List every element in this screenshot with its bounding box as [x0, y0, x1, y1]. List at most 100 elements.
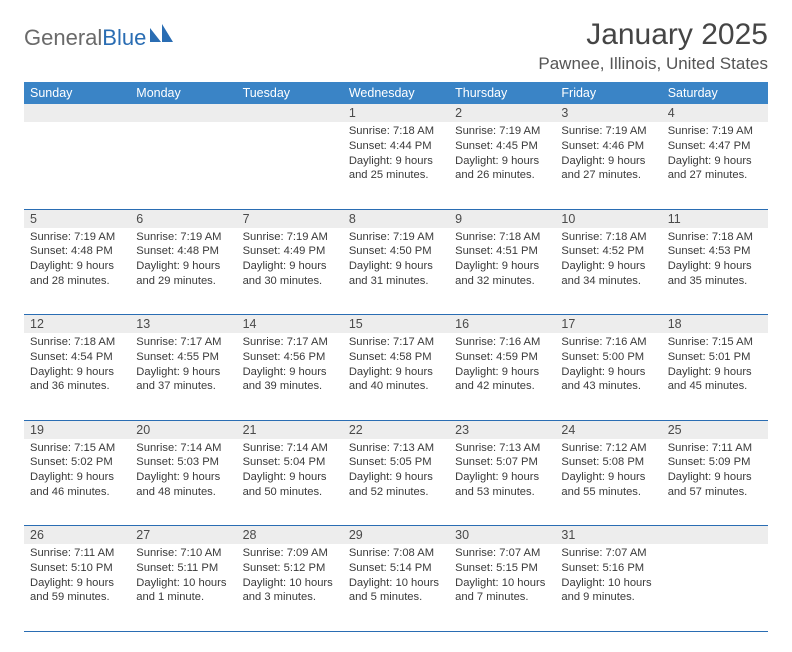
day-detail-cell: Sunrise: 7:16 AMSunset: 5:00 PMDaylight:… — [555, 333, 661, 420]
day-number-cell: 31 — [555, 526, 661, 545]
title-block: January 2025 Pawnee, Illinois, United St… — [538, 18, 768, 74]
logo: GeneralBlue — [24, 18, 174, 49]
day-detail-cell: Sunrise: 7:13 AMSunset: 5:07 PMDaylight:… — [449, 439, 555, 526]
sunrise-line: Sunrise: 7:07 AM — [455, 546, 549, 561]
day-number-cell: 11 — [662, 209, 768, 228]
day-detail-row: Sunrise: 7:18 AMSunset: 4:54 PMDaylight:… — [24, 333, 768, 420]
day-detail-cell: Sunrise: 7:18 AMSunset: 4:54 PMDaylight:… — [24, 333, 130, 420]
day-details: Sunrise: 7:18 AMSunset: 4:52 PMDaylight:… — [561, 228, 655, 289]
day-number-cell: 25 — [662, 420, 768, 439]
sunrise-line: Sunrise: 7:18 AM — [561, 230, 655, 245]
logo-word2: Blue — [102, 25, 146, 50]
daylight-line: Daylight: 9 hours and 55 minutes. — [561, 470, 655, 500]
sunrise-line: Sunrise: 7:11 AM — [668, 441, 762, 456]
sunrise-line: Sunrise: 7:19 AM — [349, 230, 443, 245]
sunset-line: Sunset: 4:55 PM — [136, 350, 230, 365]
day-number-cell: 28 — [237, 526, 343, 545]
day-detail-cell: Sunrise: 7:19 AMSunset: 4:46 PMDaylight:… — [555, 122, 661, 209]
daylight-line: Daylight: 10 hours and 1 minute. — [136, 576, 230, 606]
sunset-line: Sunset: 4:48 PM — [136, 244, 230, 259]
daylight-line: Daylight: 9 hours and 35 minutes. — [668, 259, 762, 289]
sunrise-line: Sunrise: 7:13 AM — [455, 441, 549, 456]
daylight-line: Daylight: 10 hours and 5 minutes. — [349, 576, 443, 606]
daylight-line: Daylight: 10 hours and 7 minutes. — [455, 576, 549, 606]
calendar-table: SundayMondayTuesdayWednesdayThursdayFrid… — [24, 82, 768, 632]
day-detail-cell — [662, 544, 768, 631]
day-details: Sunrise: 7:16 AMSunset: 5:00 PMDaylight:… — [561, 333, 655, 394]
day-details: Sunrise: 7:18 AMSunset: 4:51 PMDaylight:… — [455, 228, 549, 289]
daylight-line: Daylight: 9 hours and 46 minutes. — [30, 470, 124, 500]
day-details: Sunrise: 7:19 AMSunset: 4:50 PMDaylight:… — [349, 228, 443, 289]
daylight-line: Daylight: 9 hours and 27 minutes. — [561, 154, 655, 184]
day-details: Sunrise: 7:19 AMSunset: 4:48 PMDaylight:… — [30, 228, 124, 289]
day-header: Monday — [130, 82, 236, 104]
sunset-line: Sunset: 5:04 PM — [243, 455, 337, 470]
day-number-cell: 27 — [130, 526, 236, 545]
sunset-line: Sunset: 5:15 PM — [455, 561, 549, 576]
day-number-cell: 21 — [237, 420, 343, 439]
daylight-line: Daylight: 9 hours and 26 minutes. — [455, 154, 549, 184]
sunrise-line: Sunrise: 7:17 AM — [136, 335, 230, 350]
day-number-cell: 15 — [343, 315, 449, 334]
day-number-cell: 29 — [343, 526, 449, 545]
day-detail-cell: Sunrise: 7:16 AMSunset: 4:59 PMDaylight:… — [449, 333, 555, 420]
sunrise-line: Sunrise: 7:18 AM — [349, 124, 443, 139]
logo-text: GeneralBlue — [24, 27, 146, 49]
day-header: Saturday — [662, 82, 768, 104]
daylight-line: Daylight: 9 hours and 42 minutes. — [455, 365, 549, 395]
day-detail-cell: Sunrise: 7:18 AMSunset: 4:52 PMDaylight:… — [555, 228, 661, 315]
day-number-cell: 24 — [555, 420, 661, 439]
sunrise-line: Sunrise: 7:13 AM — [349, 441, 443, 456]
logo-sail-icon — [148, 24, 174, 49]
sunrise-line: Sunrise: 7:18 AM — [668, 230, 762, 245]
daylight-line: Daylight: 9 hours and 52 minutes. — [349, 470, 443, 500]
day-number-cell: 5 — [24, 209, 130, 228]
sunrise-line: Sunrise: 7:19 AM — [668, 124, 762, 139]
sunset-line: Sunset: 5:10 PM — [30, 561, 124, 576]
calendar-body: 1234Sunrise: 7:18 AMSunset: 4:44 PMDayli… — [24, 104, 768, 631]
day-detail-row: Sunrise: 7:19 AMSunset: 4:48 PMDaylight:… — [24, 228, 768, 315]
day-details: Sunrise: 7:14 AMSunset: 5:04 PMDaylight:… — [243, 439, 337, 500]
daylight-line: Daylight: 9 hours and 57 minutes. — [668, 470, 762, 500]
day-detail-cell — [237, 122, 343, 209]
day-number-cell — [130, 104, 236, 122]
day-number-cell: 8 — [343, 209, 449, 228]
sunset-line: Sunset: 5:08 PM — [561, 455, 655, 470]
day-number-row: 12131415161718 — [24, 315, 768, 334]
day-details: Sunrise: 7:19 AMSunset: 4:47 PMDaylight:… — [668, 122, 762, 183]
day-detail-cell: Sunrise: 7:17 AMSunset: 4:58 PMDaylight:… — [343, 333, 449, 420]
sunrise-line: Sunrise: 7:16 AM — [455, 335, 549, 350]
day-details: Sunrise: 7:17 AMSunset: 4:55 PMDaylight:… — [136, 333, 230, 394]
daylight-line: Daylight: 10 hours and 3 minutes. — [243, 576, 337, 606]
sunrise-line: Sunrise: 7:14 AM — [136, 441, 230, 456]
day-number-cell: 9 — [449, 209, 555, 228]
sunset-line: Sunset: 5:02 PM — [30, 455, 124, 470]
sunrise-line: Sunrise: 7:19 AM — [455, 124, 549, 139]
day-details: Sunrise: 7:11 AMSunset: 5:10 PMDaylight:… — [30, 544, 124, 605]
day-number-cell: 4 — [662, 104, 768, 122]
day-number-cell: 22 — [343, 420, 449, 439]
daylight-line: Daylight: 9 hours and 36 minutes. — [30, 365, 124, 395]
day-detail-row: Sunrise: 7:11 AMSunset: 5:10 PMDaylight:… — [24, 544, 768, 631]
day-detail-cell: Sunrise: 7:19 AMSunset: 4:48 PMDaylight:… — [130, 228, 236, 315]
sunset-line: Sunset: 5:11 PM — [136, 561, 230, 576]
day-detail-cell: Sunrise: 7:07 AMSunset: 5:16 PMDaylight:… — [555, 544, 661, 631]
sunset-line: Sunset: 4:48 PM — [30, 244, 124, 259]
day-detail-cell: Sunrise: 7:15 AMSunset: 5:01 PMDaylight:… — [662, 333, 768, 420]
sunrise-line: Sunrise: 7:18 AM — [455, 230, 549, 245]
daylight-line: Daylight: 9 hours and 40 minutes. — [349, 365, 443, 395]
sunset-line: Sunset: 5:14 PM — [349, 561, 443, 576]
day-detail-cell: Sunrise: 7:12 AMSunset: 5:08 PMDaylight:… — [555, 439, 661, 526]
logo-word1: General — [24, 25, 102, 50]
daylight-line: Daylight: 9 hours and 25 minutes. — [349, 154, 443, 184]
day-detail-cell: Sunrise: 7:19 AMSunset: 4:45 PMDaylight:… — [449, 122, 555, 209]
sunset-line: Sunset: 4:52 PM — [561, 244, 655, 259]
day-number-cell: 17 — [555, 315, 661, 334]
day-details: Sunrise: 7:15 AMSunset: 5:02 PMDaylight:… — [30, 439, 124, 500]
day-details: Sunrise: 7:07 AMSunset: 5:16 PMDaylight:… — [561, 544, 655, 605]
day-details: Sunrise: 7:17 AMSunset: 4:56 PMDaylight:… — [243, 333, 337, 394]
sunset-line: Sunset: 4:45 PM — [455, 139, 549, 154]
daylight-line: Daylight: 9 hours and 29 minutes. — [136, 259, 230, 289]
day-header: Wednesday — [343, 82, 449, 104]
day-number-cell: 14 — [237, 315, 343, 334]
